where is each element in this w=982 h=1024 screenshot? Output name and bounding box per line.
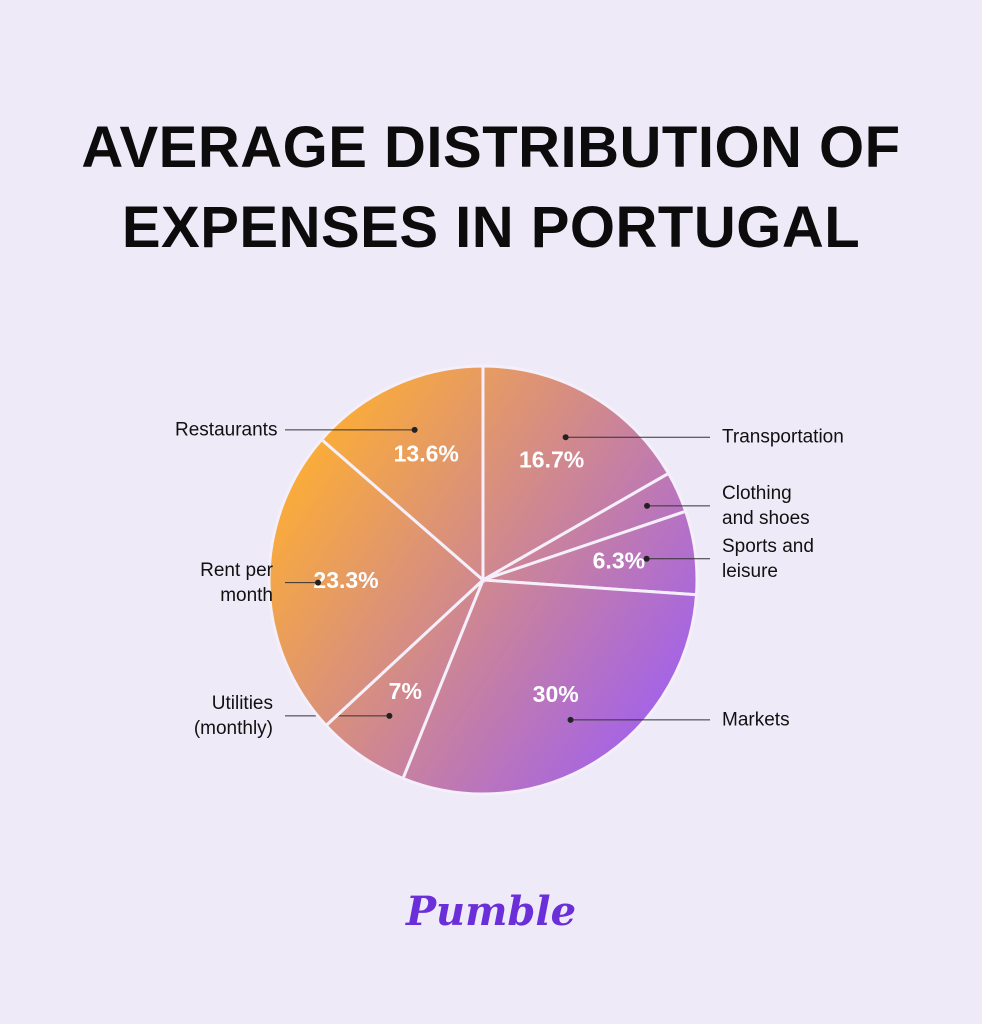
- category-label: Markets: [722, 709, 790, 731]
- value-label: 13.6%: [394, 440, 459, 466]
- category-label: Transportation: [722, 426, 844, 448]
- value-label: 6.3%: [593, 547, 645, 573]
- category-label: Clothing and shoes: [722, 482, 810, 529]
- value-label: 16.7%: [519, 447, 584, 473]
- category-label: Sports and leisure: [722, 535, 814, 582]
- callout-dot: [386, 712, 393, 719]
- callout-dot: [643, 555, 650, 562]
- category-label: Rent per month: [200, 559, 273, 606]
- pie-slice: [481, 364, 671, 583]
- callout-dot: [411, 426, 418, 433]
- category-label: Restaurants: [175, 419, 278, 441]
- callout-dot: [315, 579, 322, 586]
- value-label: 23.3%: [313, 567, 378, 593]
- callout-dot: [644, 502, 651, 509]
- logo: Pumble: [405, 888, 577, 935]
- pie-slice: [267, 437, 486, 728]
- value-label: 30%: [533, 681, 579, 707]
- pie-slice: [401, 578, 699, 796]
- category-label: Utilities (monthly): [193, 692, 273, 739]
- callout-dot: [567, 716, 574, 723]
- pie-slice: [319, 364, 485, 584]
- callout-dot: [562, 434, 569, 441]
- chart-title: AVERAGE DISTRIBUTION OF EXPENSES IN PORT…: [81, 115, 901, 260]
- value-label: 7%: [389, 678, 422, 704]
